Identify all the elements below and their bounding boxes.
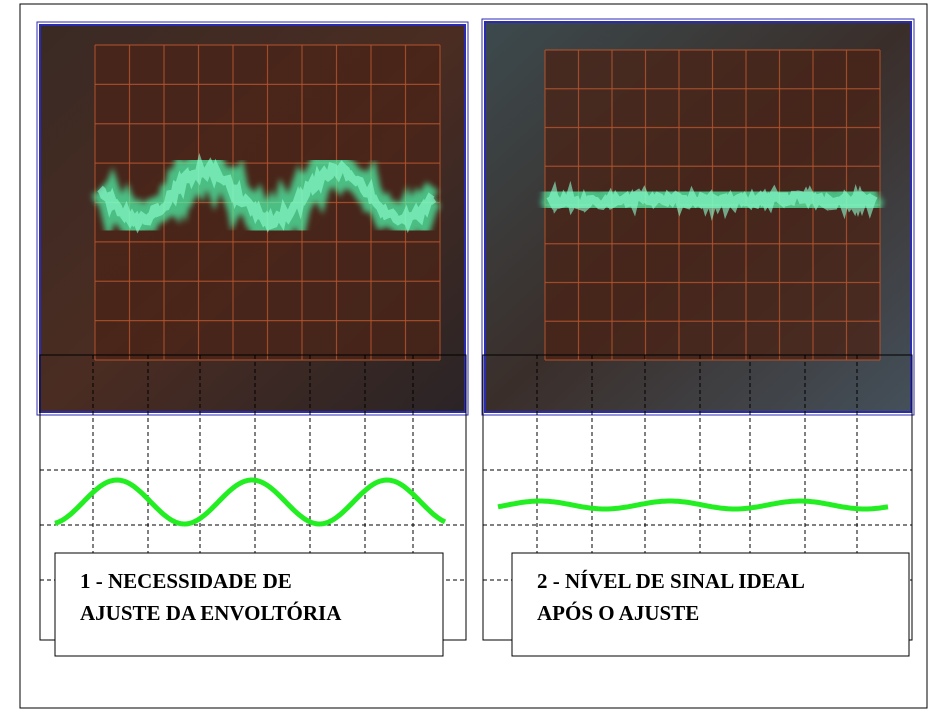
panel-label: 2 - NÍVEL DE SINAL IDEAL [537, 569, 805, 593]
panel-label: AJUSTE DA ENVOLTÓRIA [80, 601, 342, 625]
panels: 1 - NECESSIDADE DE AJUSTE DA ENVOLTÓRIA 2 … [37, 19, 914, 656]
panel: 2 - NÍVEL DE SINAL IDEAL APÓS O AJUSTE [482, 19, 914, 656]
panel-label: APÓS O AJUSTE [537, 601, 699, 625]
schematic-wave [55, 480, 445, 524]
schematic-wave [498, 501, 888, 509]
panel: 1 - NECESSIDADE DE AJUSTE DA ENVOLTÓRIA [37, 22, 468, 656]
panel-label: 1 - NECESSIDADE DE [80, 569, 292, 593]
